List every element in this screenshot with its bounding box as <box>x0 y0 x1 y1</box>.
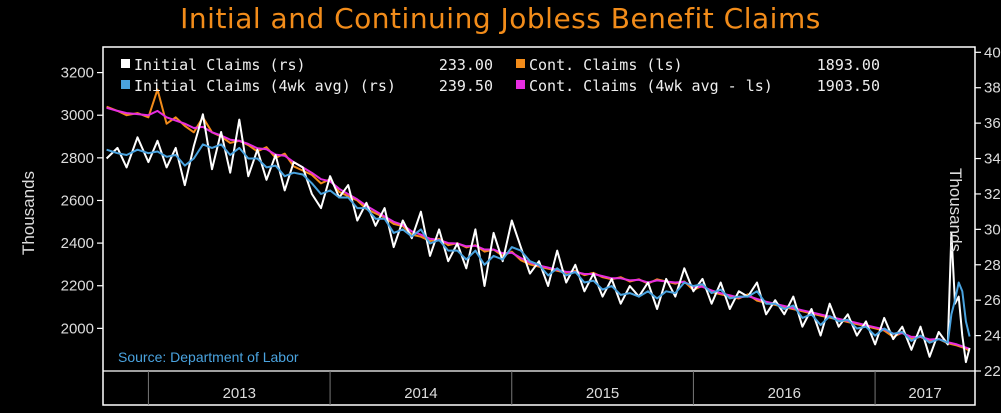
right-axis: 220 240 260 280 300 320 340 360 380 400 <box>975 44 1001 380</box>
legend-value: 1893.00 <box>817 56 880 74</box>
plot-frame <box>102 46 976 406</box>
right-tick-label: 220 <box>984 363 1001 380</box>
left-tick-label: 2800 <box>61 150 94 167</box>
legend: Initial Claims (rs) 233.00 Cont. Claims (l… <box>121 56 880 95</box>
left-tick-label: 3000 <box>61 107 94 124</box>
legend-label: Initial Claims (rs) <box>134 56 306 74</box>
x-year-label: 2015 <box>586 385 619 402</box>
right-tick-label: 240 <box>984 328 1001 345</box>
x-year-label: 2013 <box>223 385 256 402</box>
right-tick-label: 360 <box>984 115 1001 132</box>
right-tick-label: 300 <box>984 221 1001 238</box>
left-tick-label: 3200 <box>61 65 94 82</box>
x-year-label: 2017 <box>908 385 941 402</box>
legend-label: Cont. Claims (4wk avg - ls) <box>529 77 773 95</box>
right-axis-label: Thousands <box>946 168 965 252</box>
chart-title: Initial and Continuing Jobless Benefit C… <box>180 2 821 35</box>
legend-value: 1903.50 <box>817 77 880 95</box>
series-line-0 <box>105 113 971 364</box>
left-axis-label: Thousands <box>19 171 38 255</box>
right-tick-label: 260 <box>984 292 1001 309</box>
source-note: Source: Department of Labor <box>118 349 299 365</box>
right-tick-label: 380 <box>984 80 1001 97</box>
left-tick-label: 2200 <box>61 278 94 295</box>
right-tick-label: 320 <box>984 186 1001 203</box>
series-group <box>105 88 971 364</box>
legend-swatch <box>121 80 130 89</box>
legend-value: 233.00 <box>439 56 493 74</box>
right-tick-label: 400 <box>984 44 1001 61</box>
legend-swatch <box>121 59 130 68</box>
left-tick-label: 2000 <box>61 320 94 337</box>
left-axis: 2000 2200 2400 2600 2800 3000 3200 <box>61 65 103 337</box>
legend-label: Initial Claims (4wk avg) (rs) <box>134 77 396 95</box>
legend-label: Cont. Claims (ls) <box>529 56 683 74</box>
x-year-label: 2014 <box>404 385 437 402</box>
legend-swatch <box>516 59 525 68</box>
legend-value: 239.50 <box>439 77 493 95</box>
series-line-2 <box>106 143 971 344</box>
left-tick-label: 2600 <box>61 192 94 209</box>
right-tick-label: 280 <box>984 257 1001 274</box>
x-axis: 2013 2014 2015 2016 2017 <box>147 371 942 405</box>
legend-swatch <box>516 80 525 89</box>
right-tick-label: 340 <box>984 151 1001 168</box>
left-tick-label: 2400 <box>61 235 94 252</box>
x-year-label: 2016 <box>768 385 801 402</box>
